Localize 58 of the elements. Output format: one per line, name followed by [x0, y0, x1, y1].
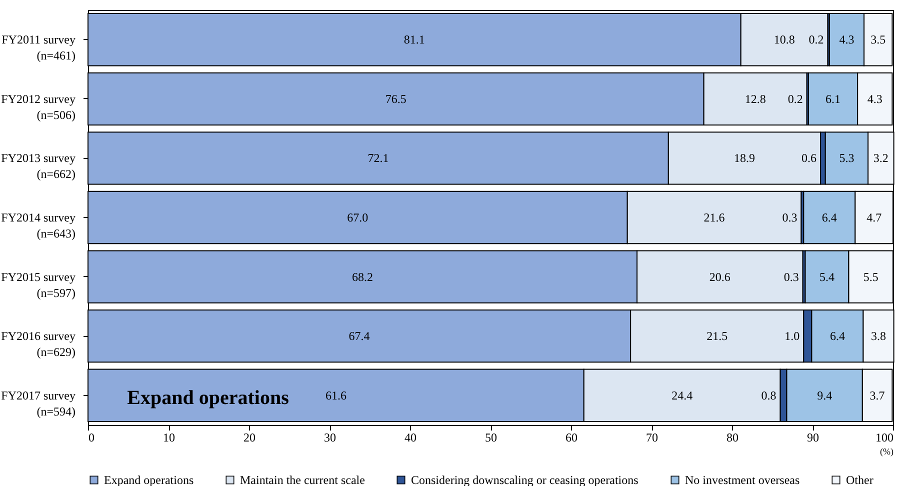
y-tick-label: FY2017 survey (n=594) [1, 388, 76, 418]
x-tick-label: 100 [876, 430, 894, 444]
y-tick-label: FY2013 survey (n=662) [1, 151, 76, 182]
data-label: 0.6 [802, 151, 817, 166]
x-axis-title: (%) [880, 446, 894, 456]
data-label: 12.8 [744, 92, 766, 106]
y-tick-label: FY2016 survey (n=629) [1, 329, 76, 360]
data-label: 5.4 [819, 270, 834, 284]
data-label: 76.5 [385, 92, 406, 106]
x-tick-label: 40 [404, 430, 416, 444]
data-label: 0.3 [782, 210, 798, 224]
data-label: 21.6 [704, 210, 725, 224]
x-tick-label: 0 [88, 430, 94, 444]
data-label: 3.5 [870, 32, 886, 47]
x-tick-label: 50 [485, 430, 497, 444]
data-label: 1.0 [784, 329, 800, 344]
data-label: 67.0 [347, 210, 368, 224]
y-tick-label: FY2015 survey (n=597) [1, 270, 76, 300]
annotation: Expand operations [127, 387, 290, 409]
data-label: 67.4 [348, 329, 370, 344]
legend-label: No investment overseas [685, 473, 800, 487]
legend-label: Maintain the current scale [240, 473, 365, 487]
y-tick-label: FY2012 survey (n=506) [1, 92, 76, 122]
data-label: 68.2 [352, 270, 374, 284]
data-label: 72.1 [368, 151, 389, 166]
x-tick-label: 20 [244, 430, 256, 444]
data-label: 5.5 [863, 270, 878, 284]
data-label: 61.6 [325, 388, 346, 402]
data-label: 6.4 [830, 329, 845, 344]
x-tick-label: 10 [163, 430, 175, 444]
x-tick-label: 80 [726, 430, 738, 444]
x-tick-label: 70 [646, 430, 658, 444]
data-label: 6.4 [822, 210, 837, 224]
legend-label: Other [846, 473, 874, 487]
data-label: 4.7 [866, 210, 882, 224]
data-label: 6.1 [826, 92, 841, 106]
data-label: 20.6 [709, 270, 730, 284]
x-tick-label: 60 [566, 430, 578, 444]
data-label: 18.9 [734, 151, 755, 166]
data-label: 0.8 [761, 388, 776, 402]
y-tick-label: FY2011 survey (n=461) [2, 32, 76, 63]
data-label: 24.4 [672, 388, 693, 402]
data-label: 3.2 [873, 151, 888, 166]
x-tick-label: 90 [807, 430, 819, 444]
data-label: 3.7 [870, 388, 885, 402]
data-label: 0.2 [788, 92, 803, 106]
x-tick-label: 30 [324, 430, 336, 444]
data-label: 5.3 [839, 151, 854, 166]
data-label: 3.8 [871, 329, 886, 344]
data-label: 4.3 [867, 92, 882, 106]
data-label: 81.1 [404, 32, 425, 47]
data-label: 0.3 [784, 270, 799, 284]
data-label: 21.5 [706, 329, 728, 344]
data-label: 0.2 [808, 32, 824, 47]
data-label: 9.4 [817, 388, 832, 402]
data-label: 4.3 [839, 32, 854, 47]
y-tick-label: FY2014 survey (n=643) [1, 210, 76, 240]
data-label: 10.8 [774, 32, 795, 47]
